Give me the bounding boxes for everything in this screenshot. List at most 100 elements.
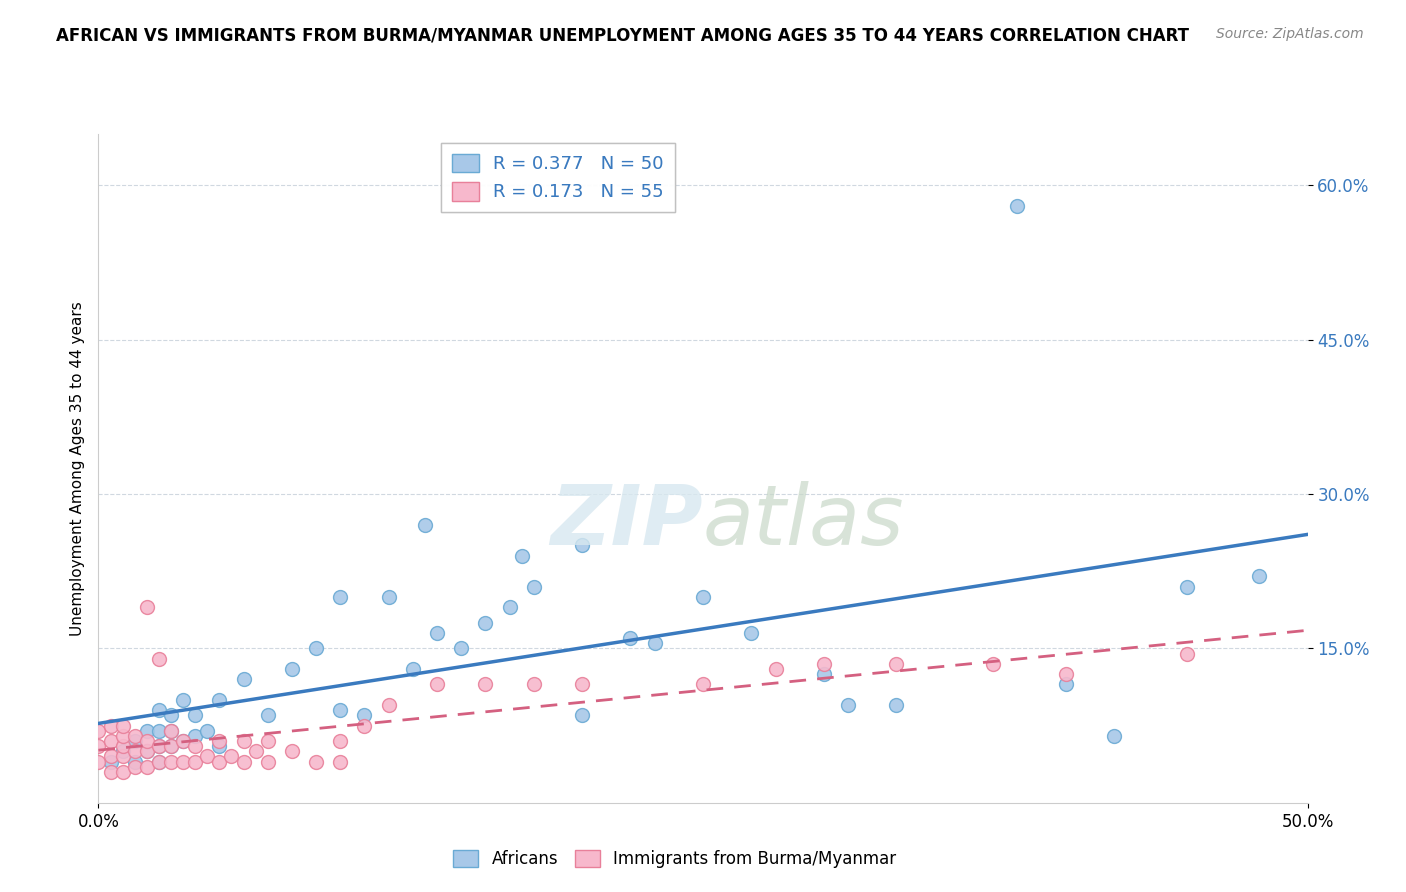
Point xyxy=(523,580,546,594)
Point xyxy=(87,755,110,769)
Point xyxy=(813,667,835,681)
Point xyxy=(100,718,122,732)
Point xyxy=(124,760,146,774)
Text: atlas: atlas xyxy=(703,482,904,562)
Point xyxy=(232,755,254,769)
Point xyxy=(124,755,146,769)
Point xyxy=(160,739,183,754)
Point xyxy=(571,539,593,553)
Point xyxy=(281,662,304,676)
Point xyxy=(353,718,375,732)
Point xyxy=(329,734,352,748)
Point xyxy=(644,636,666,650)
Point xyxy=(135,600,157,615)
Point xyxy=(172,693,194,707)
Point xyxy=(1175,580,1198,594)
Point xyxy=(329,590,352,604)
Point xyxy=(111,729,134,743)
Point xyxy=(353,708,375,723)
Point xyxy=(184,729,207,743)
Point xyxy=(281,744,304,758)
Point xyxy=(1054,667,1077,681)
Point xyxy=(160,739,183,754)
Point xyxy=(329,755,352,769)
Point xyxy=(329,703,352,717)
Point xyxy=(1249,569,1271,583)
Point xyxy=(402,662,425,676)
Point xyxy=(571,708,593,723)
Point xyxy=(87,739,110,754)
Point xyxy=(208,755,231,769)
Text: AFRICAN VS IMMIGRANTS FROM BURMA/MYANMAR UNEMPLOYMENT AMONG AGES 35 TO 44 YEARS : AFRICAN VS IMMIGRANTS FROM BURMA/MYANMAR… xyxy=(56,27,1189,45)
Legend: R = 0.377   N = 50, R = 0.173   N = 55: R = 0.377 N = 50, R = 0.173 N = 55 xyxy=(441,143,675,212)
Point xyxy=(232,734,254,748)
Point xyxy=(124,734,146,748)
Point xyxy=(221,749,243,764)
Point xyxy=(195,723,218,738)
Point xyxy=(692,590,714,604)
Point xyxy=(474,677,496,691)
Point xyxy=(111,749,134,764)
Point xyxy=(111,718,134,732)
Point xyxy=(377,698,399,712)
Point xyxy=(184,755,207,769)
Point xyxy=(886,698,908,712)
Point xyxy=(184,708,207,723)
Point xyxy=(124,729,146,743)
Point xyxy=(305,641,328,656)
Point xyxy=(148,703,170,717)
Point xyxy=(1175,647,1198,661)
Legend: Africans, Immigrants from Burma/Myanmar: Africans, Immigrants from Burma/Myanmar xyxy=(447,843,903,875)
Point xyxy=(523,677,546,691)
Point xyxy=(256,734,278,748)
Point xyxy=(148,739,170,754)
Point xyxy=(208,693,231,707)
Point xyxy=(100,749,122,764)
Point xyxy=(100,734,122,748)
Point xyxy=(148,755,170,769)
Point xyxy=(208,739,231,754)
Point xyxy=(498,600,520,615)
Point xyxy=(172,755,194,769)
Point xyxy=(245,744,267,758)
Point xyxy=(571,677,593,691)
Point xyxy=(87,723,110,738)
Point xyxy=(1007,199,1029,213)
Point xyxy=(111,744,134,758)
Point xyxy=(1054,677,1077,691)
Point xyxy=(474,615,496,630)
Point xyxy=(160,723,183,738)
Point xyxy=(450,641,472,656)
Point xyxy=(111,739,134,754)
Point xyxy=(765,662,787,676)
Point xyxy=(426,677,449,691)
Point xyxy=(135,734,157,748)
Point xyxy=(100,755,122,769)
Point xyxy=(148,723,170,738)
Point xyxy=(256,708,278,723)
Point xyxy=(135,744,157,758)
Point xyxy=(692,677,714,691)
Point xyxy=(160,755,183,769)
Point xyxy=(510,549,533,563)
Point xyxy=(208,734,231,748)
Point xyxy=(148,739,170,754)
Point xyxy=(184,739,207,754)
Point xyxy=(837,698,859,712)
Point xyxy=(256,755,278,769)
Point xyxy=(135,723,157,738)
Point xyxy=(740,626,762,640)
Point xyxy=(377,590,399,604)
Point xyxy=(172,734,194,748)
Point xyxy=(195,749,218,764)
Point xyxy=(413,517,436,532)
Point xyxy=(100,764,122,779)
Point xyxy=(981,657,1004,671)
Point xyxy=(1102,729,1125,743)
Point xyxy=(124,744,146,758)
Point xyxy=(111,764,134,779)
Point xyxy=(886,657,908,671)
Point xyxy=(160,708,183,723)
Text: ZIP: ZIP xyxy=(550,482,703,562)
Point xyxy=(305,755,328,769)
